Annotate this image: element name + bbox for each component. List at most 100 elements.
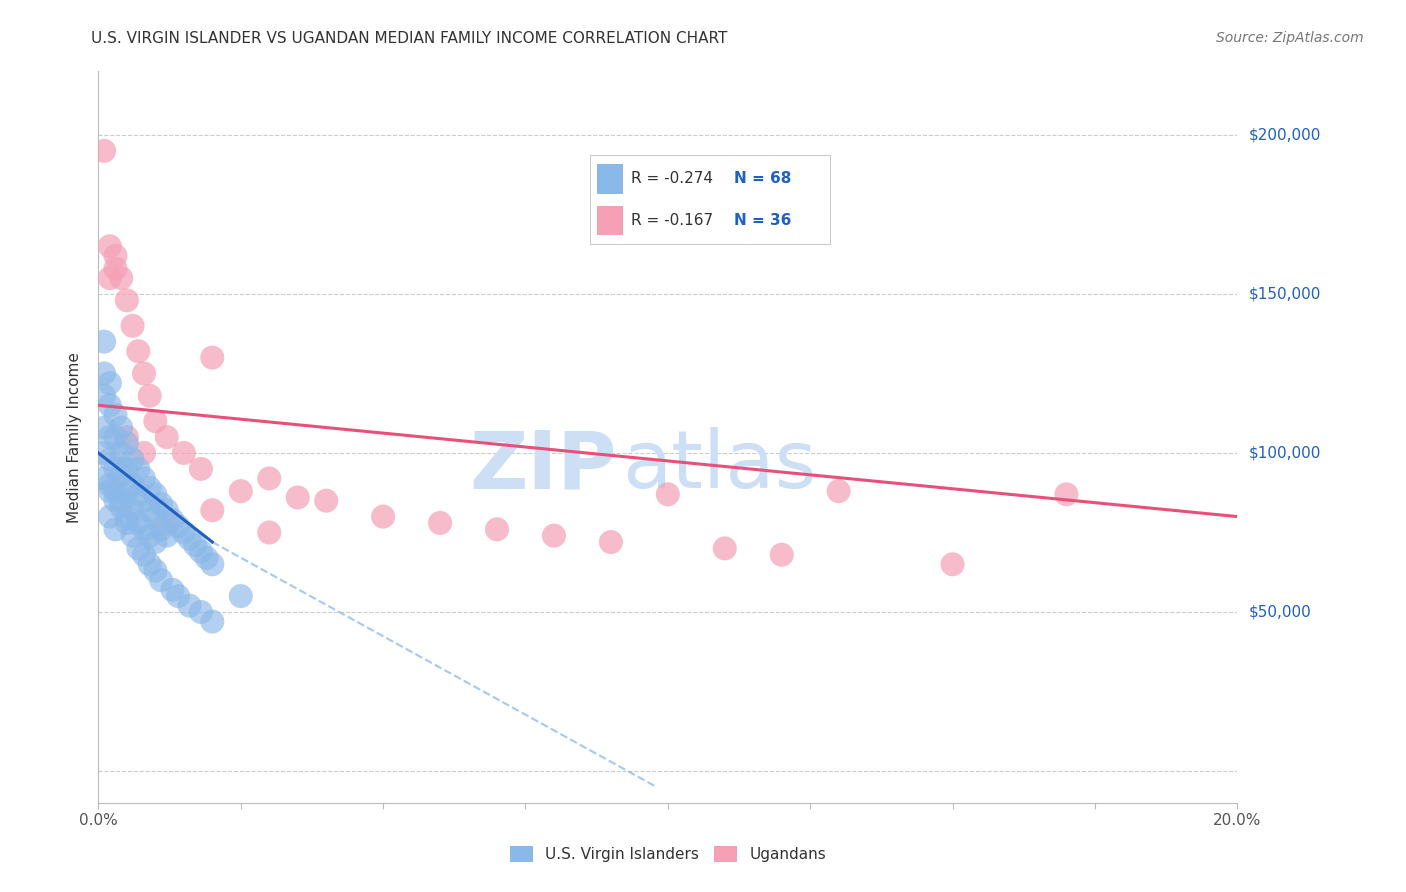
Point — [93, 446, 115, 460]
Point — [942, 558, 965, 572]
Text: $100,000: $100,000 — [1249, 445, 1320, 460]
Point — [162, 513, 184, 527]
Point — [104, 493, 127, 508]
Text: R = -0.274: R = -0.274 — [630, 171, 713, 186]
Point — [145, 414, 167, 428]
Point — [190, 605, 212, 619]
Point — [115, 509, 138, 524]
Point — [93, 334, 115, 349]
Point — [373, 509, 395, 524]
Point — [156, 430, 179, 444]
Point — [145, 487, 167, 501]
Point — [132, 471, 155, 485]
Text: N = 68: N = 68 — [734, 171, 792, 186]
Point — [115, 462, 138, 476]
Point — [229, 589, 252, 603]
Point — [190, 544, 212, 558]
Point — [121, 452, 143, 467]
Point — [229, 484, 252, 499]
Point — [156, 529, 179, 543]
Text: U.S. VIRGIN ISLANDER VS UGANDAN MEDIAN FAMILY INCOME CORRELATION CHART: U.S. VIRGIN ISLANDER VS UGANDAN MEDIAN F… — [91, 31, 728, 46]
Point — [173, 525, 195, 540]
Point — [259, 471, 281, 485]
Point — [201, 503, 224, 517]
Point — [714, 541, 737, 556]
Point — [201, 351, 224, 365]
Point — [98, 239, 121, 253]
Point — [127, 462, 149, 476]
Point — [1056, 487, 1078, 501]
Point — [98, 509, 121, 524]
Point — [173, 446, 195, 460]
Point — [110, 468, 132, 483]
Point — [132, 493, 155, 508]
Point — [150, 573, 173, 587]
Point — [287, 491, 309, 505]
Text: ZIP: ZIP — [470, 427, 617, 506]
Text: N = 36: N = 36 — [734, 213, 792, 228]
Point — [138, 481, 160, 495]
Point — [115, 484, 138, 499]
Point — [127, 487, 149, 501]
Point — [104, 484, 127, 499]
Text: Source: ZipAtlas.com: Source: ZipAtlas.com — [1216, 31, 1364, 45]
Point — [104, 462, 127, 476]
Point — [138, 558, 160, 572]
Point — [150, 497, 173, 511]
Point — [98, 398, 121, 412]
Point — [132, 446, 155, 460]
Point — [195, 550, 218, 565]
Point — [110, 420, 132, 434]
Point — [184, 538, 207, 552]
Point — [98, 452, 121, 467]
Point — [98, 376, 121, 390]
Point — [179, 599, 201, 613]
Point — [98, 271, 121, 285]
Point — [429, 516, 451, 530]
Point — [132, 367, 155, 381]
Point — [162, 582, 184, 597]
Point — [110, 493, 132, 508]
Point — [145, 564, 167, 578]
Text: R = -0.167: R = -0.167 — [630, 213, 713, 228]
Legend: U.S. Virgin Islanders, Ugandans: U.S. Virgin Islanders, Ugandans — [503, 840, 832, 868]
Text: atlas: atlas — [623, 427, 817, 506]
Point — [259, 525, 281, 540]
Point — [93, 389, 115, 403]
Point — [93, 144, 115, 158]
Point — [179, 532, 201, 546]
Point — [115, 436, 138, 450]
Point — [121, 529, 143, 543]
Point — [190, 462, 212, 476]
Point — [115, 293, 138, 308]
Point — [104, 408, 127, 422]
Point — [132, 548, 155, 562]
Point — [315, 493, 337, 508]
Point — [115, 430, 138, 444]
Point — [127, 541, 149, 556]
Point — [104, 249, 127, 263]
Point — [104, 261, 127, 276]
Point — [600, 535, 623, 549]
Point — [145, 535, 167, 549]
Point — [98, 430, 121, 444]
Point — [150, 522, 173, 536]
Point — [828, 484, 851, 499]
Point — [156, 503, 179, 517]
Text: $200,000: $200,000 — [1249, 128, 1320, 143]
Point — [104, 522, 127, 536]
Point — [121, 318, 143, 333]
Point — [167, 589, 190, 603]
Point — [201, 615, 224, 629]
Point — [543, 529, 565, 543]
Point — [93, 367, 115, 381]
Text: $150,000: $150,000 — [1249, 286, 1320, 301]
Point — [167, 519, 190, 533]
Point — [98, 484, 121, 499]
Point — [156, 516, 179, 530]
Point — [127, 516, 149, 530]
Point — [138, 529, 160, 543]
Point — [770, 548, 793, 562]
Point — [145, 509, 167, 524]
Point — [201, 558, 224, 572]
